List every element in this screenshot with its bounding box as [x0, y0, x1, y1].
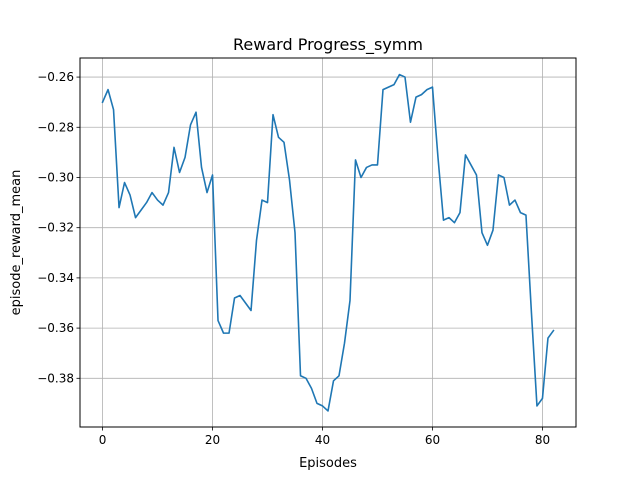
- y-tick-label: −0.36: [37, 321, 74, 335]
- y-axis-label: episode_reward_mean: [9, 170, 24, 316]
- axis-ticks: 0 20 40 60 80 −0.38 −0.36 −0.34 −0.32 −0.30 −0.28 −…: [37, 70, 550, 447]
- x-tick-label: 60: [425, 433, 440, 447]
- data-series: [101, 73, 555, 412]
- y-tick-label: −0.30: [37, 170, 74, 184]
- y-tick-label: −0.28: [37, 120, 74, 134]
- y-tick-label: −0.32: [37, 221, 74, 235]
- y-tick-label: −0.26: [37, 70, 74, 84]
- chart-title: Reward Progress_symm: [233, 35, 423, 55]
- x-tick-label: 40: [315, 433, 330, 447]
- y-tick-label: −0.34: [37, 271, 74, 285]
- x-tick-label: 0: [99, 433, 107, 447]
- y-tick-label: −0.38: [37, 371, 74, 385]
- x-axis-label: Episodes: [299, 456, 357, 471]
- series-line: [101, 73, 555, 412]
- x-tick-label: 20: [205, 433, 220, 447]
- grid-lines: [80, 58, 576, 427]
- plot-frame: [79, 57, 577, 428]
- x-tick-label: 80: [535, 433, 550, 447]
